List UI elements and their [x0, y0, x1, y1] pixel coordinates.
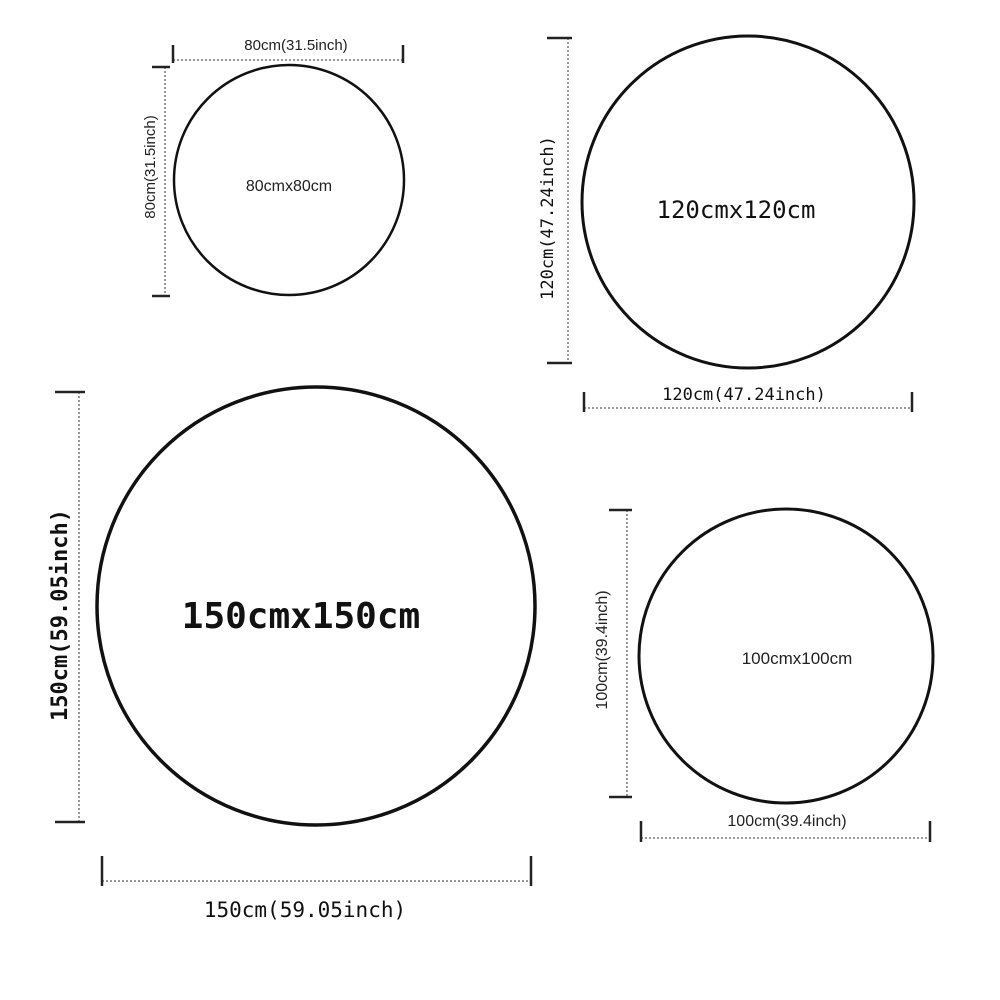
- circle-80cm-group: 80cm(31.5inch) 80cm(31.5inch) 80cmx80cm: [142, 37, 406, 298]
- height-label: 100cm(39.4inch): [594, 590, 611, 709]
- height-label: 150cm(59.05inch): [48, 509, 73, 721]
- width-label: 100cm(39.4inch): [727, 813, 846, 830]
- size-label: 100cmx100cm: [742, 649, 853, 668]
- height-label: 80cm(31.5inch): [142, 115, 159, 218]
- size-label: 120cmx120cm: [657, 196, 816, 224]
- circle-120cm-group: 120cm(47.24inch) 120cm(47.24inch) 120cmx…: [538, 34, 916, 412]
- circle-80cm: [172, 63, 406, 297]
- circle-150cm: [95, 385, 537, 827]
- circle-100cm-group: 100cm(39.4inch) 100cm(39.4inch) 100cmx10…: [594, 507, 935, 842]
- circle-150cm-group: 150cm(59.05inch) 150cm(59.05inch) 150cmx…: [48, 385, 537, 922]
- size-label: 80cmx80cm: [246, 178, 332, 195]
- width-label: 80cm(31.5inch): [244, 37, 347, 54]
- size-label: 150cmx150cm: [182, 596, 420, 637]
- circle-100cm: [637, 507, 935, 805]
- circle-120cm: [580, 34, 916, 370]
- height-label: 120cm(47.24inch): [538, 136, 558, 300]
- width-label: 120cm(47.24inch): [662, 385, 826, 405]
- width-label: 150cm(59.05inch): [204, 898, 406, 922]
